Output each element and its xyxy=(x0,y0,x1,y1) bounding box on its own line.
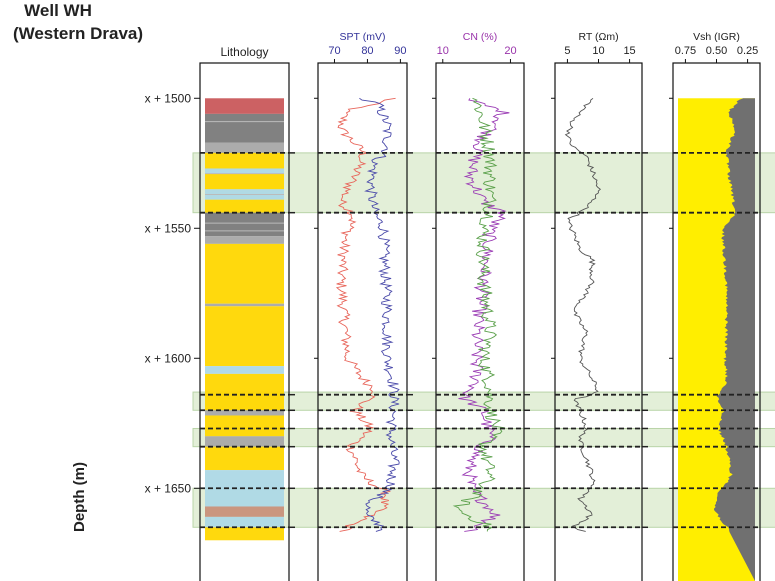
chart-title-line2: (Western Drava) xyxy=(13,24,143,43)
lithology-interval-sandstone xyxy=(205,173,284,190)
lithology-interval-sandstone xyxy=(205,152,284,169)
lithology-interval-shale_light xyxy=(205,436,284,447)
spt-curve-2 xyxy=(359,97,400,532)
vsh-track xyxy=(678,98,755,581)
spt-curve-1 xyxy=(335,97,396,532)
lithology-interval-shale_light xyxy=(205,303,284,307)
spt-header: SPT (mV) xyxy=(340,31,386,43)
rt-axis-tick-label: 5 xyxy=(564,45,570,57)
rt-axis-tick-label: 10 xyxy=(592,45,604,57)
cn-frame xyxy=(435,62,525,581)
cn-track xyxy=(452,97,510,532)
lithology-interval-red_bed xyxy=(205,98,284,114)
cn-header: CN (%) xyxy=(463,31,497,43)
rt-header: RT (Ωm) xyxy=(578,31,618,43)
depth-tick-label: x + 1500 xyxy=(145,91,192,105)
lithology-interval-sandstone xyxy=(205,243,284,304)
lithology-interval-shale_dark xyxy=(205,113,284,122)
lithology-interval-sandstone xyxy=(205,415,284,437)
chart-title-line1: Well WH xyxy=(24,1,92,20)
rt-track xyxy=(564,97,601,532)
vsh-axis-tick-label: 0.75 xyxy=(675,45,696,57)
lithology-interval-siltstone xyxy=(205,480,284,507)
spt-frame xyxy=(317,62,408,581)
spt-track xyxy=(335,97,400,532)
lithology-interval-sandstone xyxy=(205,306,284,367)
vsh-axis-tick-label: 0.25 xyxy=(737,45,758,57)
lithology-track xyxy=(205,98,284,541)
lithology-interval-shale_light xyxy=(205,142,284,153)
depth-tick-label: x + 1650 xyxy=(145,481,192,495)
vsh-header: Vsh (IGR) xyxy=(693,31,740,43)
cn-curve-1 xyxy=(458,98,510,532)
lithology-interval-siltstone xyxy=(205,366,284,374)
lithology-interval-shale_light xyxy=(205,410,284,416)
lithology-interval-shale_light xyxy=(205,236,284,244)
lithology-interval-sandstone xyxy=(205,527,284,541)
lithology-interval-sandstone xyxy=(205,373,284,411)
dashed-boundaries xyxy=(200,151,760,529)
lithology-interval-siltstone xyxy=(205,168,284,174)
lithology-interval-siltstone xyxy=(205,470,284,481)
cn-axis-tick-label: 20 xyxy=(504,45,516,57)
rt-axis-tick-label: 15 xyxy=(623,45,635,57)
rt-curve-1 xyxy=(564,97,601,532)
vsh-shale-fill xyxy=(714,98,755,581)
lithology-interval-shale_dark xyxy=(205,212,284,224)
depth-axis-label: Depth (m) xyxy=(71,462,88,532)
depth-tick-label: x + 1600 xyxy=(145,351,192,365)
cn-curve-2 xyxy=(452,97,506,532)
spt-axis-tick-label: 80 xyxy=(361,45,373,57)
lithology-frame xyxy=(199,62,290,581)
lithology-interval-brown xyxy=(205,506,284,517)
track-headers: Lithology SPT (mV)70 80 90 CN (%) 10 20 RT (Ωm)… xyxy=(220,31,758,63)
vsh-axis-tick-label: 0.50 xyxy=(706,45,727,57)
lithology-header: Lithology xyxy=(220,45,268,59)
depth-axis: x + 1500 x + 1550 x + 1600 x + 1650 xyxy=(145,91,673,495)
lithology-interval-sandstone xyxy=(205,199,284,213)
spt-axis-tick-label: 90 xyxy=(394,45,406,57)
cn-axis-tick-label: 10 xyxy=(437,45,449,57)
lithology-interval-shale_dark xyxy=(205,121,284,143)
lithology-interval-sandstone xyxy=(205,446,284,471)
spt-axis-tick-label: 70 xyxy=(328,45,340,57)
lithology-interval-siltstone xyxy=(205,516,284,528)
depth-tick-label: x + 1550 xyxy=(145,221,192,235)
lithology-interval-shale_dark xyxy=(205,223,284,237)
